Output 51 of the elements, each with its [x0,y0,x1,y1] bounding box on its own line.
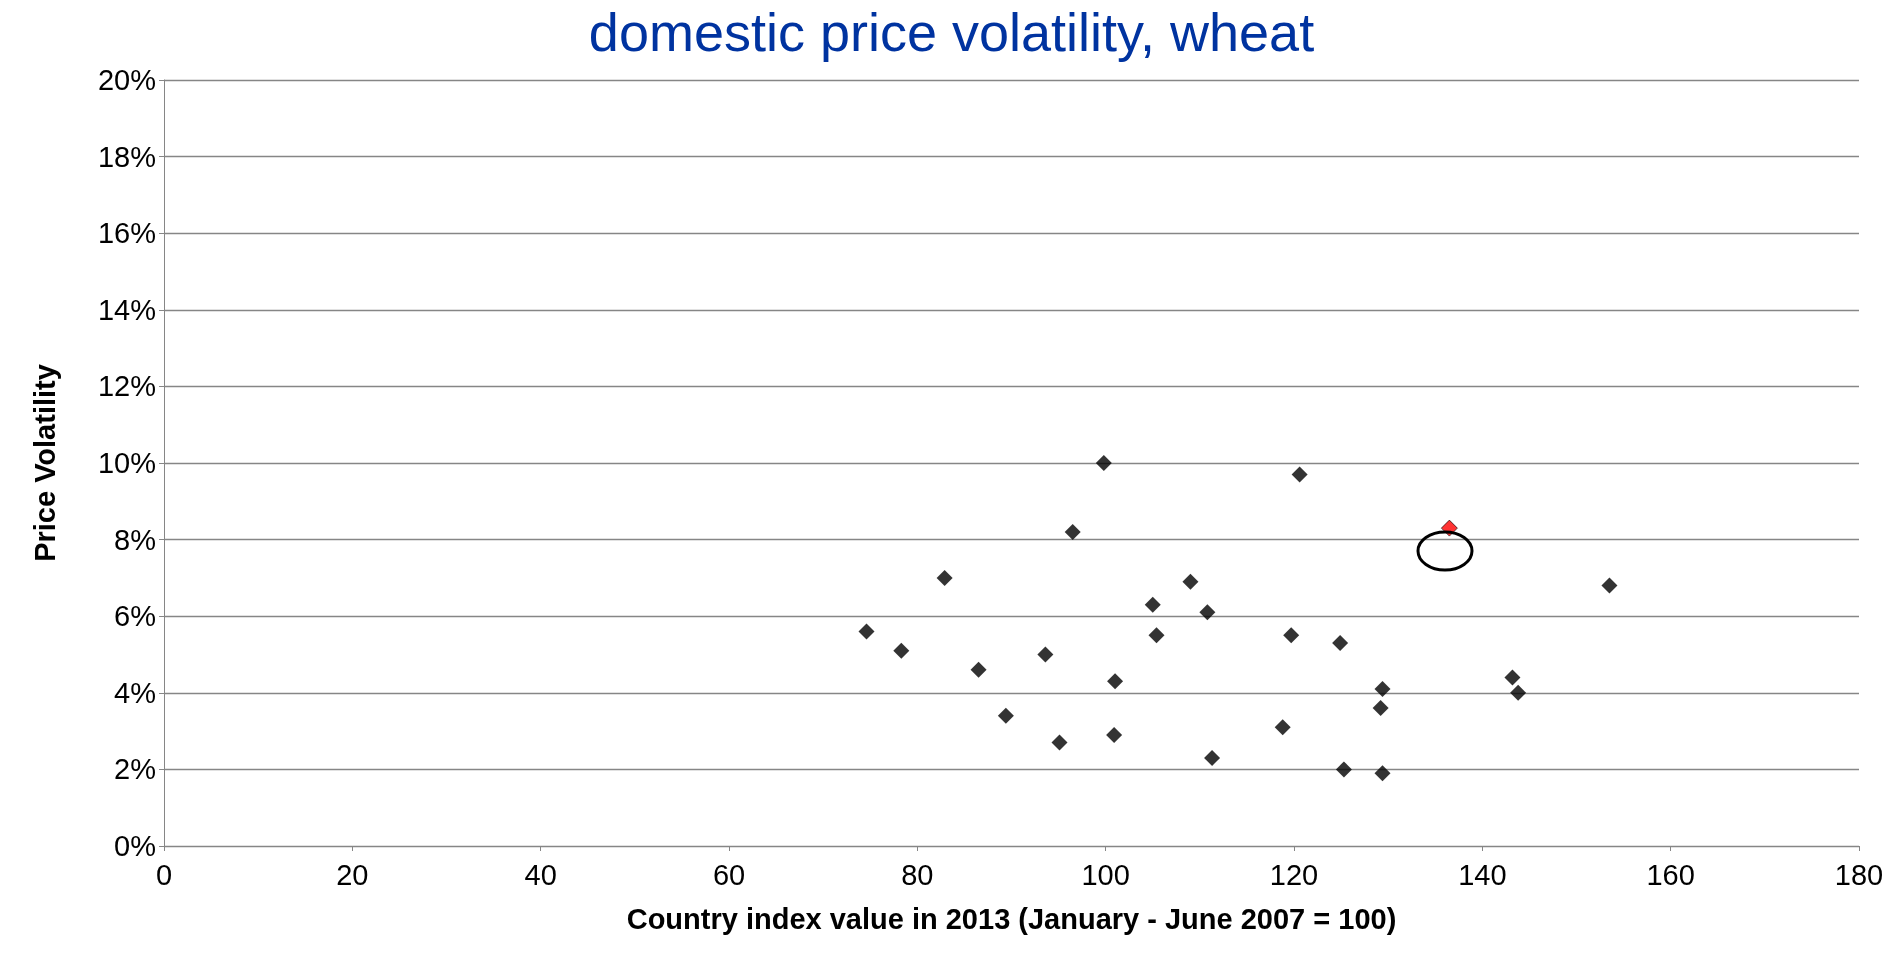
x-tick-label: 120 [1269,858,1319,891]
y-tick-label: 16% [97,217,156,250]
point [1107,673,1124,690]
point [1095,455,1112,471]
y-tick-label: 12% [97,370,156,403]
point [1374,765,1391,782]
point [1051,734,1068,751]
chart-title: domestic price volatility, wheat [588,2,1315,62]
x-tick-label: 180 [1834,858,1884,891]
point [1504,669,1521,686]
point [893,642,910,659]
y-tick-label: 8% [114,523,156,556]
point [1372,700,1389,717]
point [1148,627,1165,644]
x-tick-label: 80 [901,858,934,891]
point [1144,596,1161,613]
y-tick-label: 10% [97,447,156,479]
y-tick-label: 20% [97,64,156,96]
point [1064,523,1081,540]
x-tick-label: 20 [336,858,369,891]
x-tick-label: 60 [712,858,746,891]
y-tick-label: 4% [114,676,156,709]
y-tick-label: 0% [114,830,156,862]
point [1274,719,1291,736]
y-tick-label: 2% [114,753,156,786]
point [858,623,875,640]
point [1332,635,1349,652]
point [1037,646,1054,663]
x-axis-title: Country index value in 2013 (January - June 2007 = 100) [626,902,1397,935]
x-tick-label: 140 [1458,858,1507,891]
point [997,707,1014,724]
y-tick-label: 14% [97,293,156,326]
x-tick-label: 40 [524,858,557,891]
y-axis-title: Price Volatility [28,364,61,562]
y-tick-label: 6% [114,600,156,633]
x-tick-label: 0 [155,858,173,891]
x-tick-label: 100 [1081,858,1130,891]
point [1291,466,1308,483]
x-tick-label: 160 [1646,858,1695,891]
y-tick-label: 18% [97,140,156,173]
point [1199,604,1216,621]
point [1182,573,1199,590]
point [970,661,987,678]
point [1204,749,1221,766]
point [1106,726,1123,743]
point [1510,684,1527,701]
point [936,569,953,586]
point [1335,761,1352,778]
point [1601,577,1618,594]
point [1283,627,1300,644]
point [1374,680,1391,697]
